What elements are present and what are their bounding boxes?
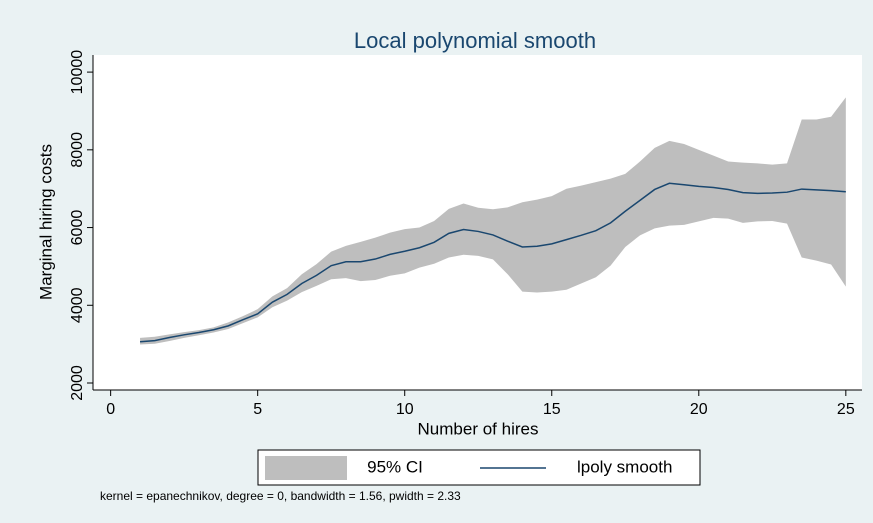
ci-band [140,97,846,345]
y-tick-label: 2000 [69,365,86,401]
x-tick-label: 25 [837,401,855,418]
x-tick-label: 5 [253,401,262,418]
y-tick-label: 8000 [69,132,86,168]
smooth-line [139,182,846,343]
y-tick-label: 4000 [69,287,86,323]
x-axis-label: Number of hires [418,419,539,438]
legend-label: 95% CI [367,457,423,476]
x-tick-label: 0 [106,401,115,418]
legend-swatch [265,456,347,480]
x-tick-label: 10 [396,401,414,418]
y-tick-label: 6000 [69,210,86,246]
y-tick-label: 10000 [69,50,86,95]
chart-title: Local polynomial smooth [354,28,596,53]
note: kernel = epanechnikov, degree = 0, bandw… [100,489,461,503]
legend-label: lpoly smooth [577,457,672,476]
x-tick-label: 15 [543,401,561,418]
y-axis-label: Marginal hiring costs [36,144,55,300]
x-tick-label: 20 [690,401,708,418]
